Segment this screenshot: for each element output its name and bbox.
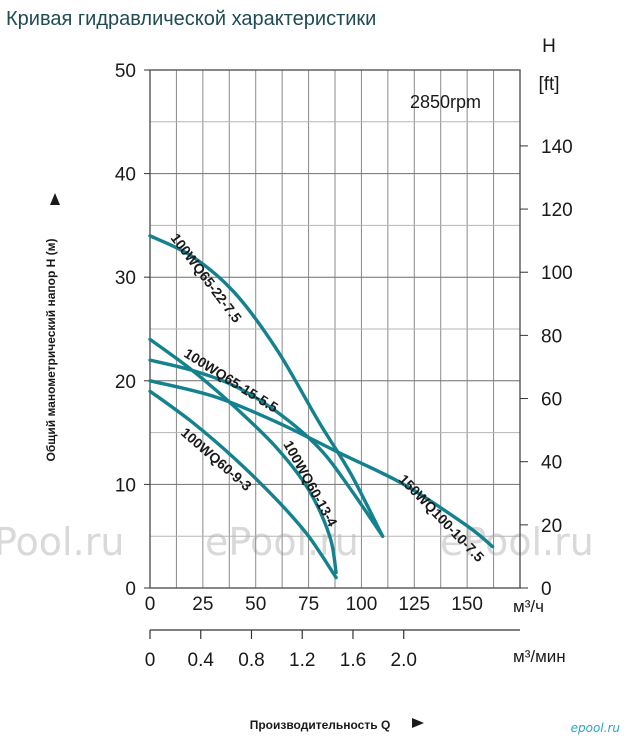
series-line-150wq100-10-7-5 xyxy=(148,379,495,549)
speed-label: 2850rpm xyxy=(410,92,481,112)
y2-tick-label: 100 xyxy=(541,263,573,284)
plot-frame xyxy=(149,69,521,589)
series-line-100wq60-13-4 xyxy=(148,337,338,575)
x-tick-label: 0 xyxy=(145,594,156,615)
x2-tick-label: 1.6 xyxy=(340,650,366,671)
x-tick-label: 150 xyxy=(451,594,483,615)
y-axis-title: Общий манометрический напор H (м) xyxy=(44,238,58,461)
y2-axis-title: H xyxy=(542,36,556,57)
watermark: ePool.ru xyxy=(440,520,594,564)
y-tick-label: 20 xyxy=(115,372,136,393)
y2-tick-label: 20 xyxy=(541,516,562,537)
y-tick-label: 30 xyxy=(115,268,136,289)
x2-tick-label: 0.4 xyxy=(188,650,215,671)
series-label-100wq60-9-3: 100WQ60-9-3 xyxy=(178,424,255,494)
x-tick-label: 75 xyxy=(298,594,319,615)
x2-tick-label: 0 xyxy=(145,650,156,671)
series-label-100wq65-22-7-5: 100WQ65-22-7.5 xyxy=(168,230,246,326)
series-line-100wq60-9-3 xyxy=(148,389,338,580)
y2-tick-label: 80 xyxy=(541,326,562,347)
page-title: Кривая гидравлической характеристики xyxy=(6,8,377,30)
y-axis-arrow-icon xyxy=(50,193,60,205)
corner-logo: epool.ru xyxy=(570,721,620,735)
y2-tick-label: 60 xyxy=(541,390,562,411)
y2-tick-label: 0 xyxy=(541,579,552,600)
y-tick-label: 50 xyxy=(115,61,136,82)
series-line-100wq65-22-7-5 xyxy=(148,234,385,538)
y-tick-label: 0 xyxy=(125,579,136,600)
y2-tick-label: 120 xyxy=(541,200,573,221)
x-tick-label: 25 xyxy=(192,594,213,615)
y2-axis-unit: [ft] xyxy=(538,74,559,95)
x2-axis-unit: м³/мин xyxy=(513,647,566,666)
x2-tick-label: 0.8 xyxy=(238,650,264,671)
y-tick-label: 40 xyxy=(115,165,136,186)
x-axis-arrow-icon xyxy=(412,718,424,728)
x2-tick-label: 1.2 xyxy=(289,650,315,671)
y2-tick-label: 40 xyxy=(541,453,562,474)
x-tick-label: 125 xyxy=(398,594,430,615)
x-tick-label: 50 xyxy=(245,594,266,615)
watermark: Pool.ru xyxy=(0,520,125,564)
x-axis-unit: м³/ч xyxy=(513,597,544,616)
x-tick-label: 100 xyxy=(346,594,378,615)
x-axis-title: Производительность Q xyxy=(250,718,391,732)
series-line-100wq65-15-5-5 xyxy=(148,358,385,538)
series-label-150wq100-10-7-5: 150WQ100-10-7.5 xyxy=(396,471,488,565)
y2-tick-label: 140 xyxy=(541,137,573,158)
y-tick-label: 10 xyxy=(115,475,136,496)
x2-tick-label: 2.0 xyxy=(391,650,417,671)
